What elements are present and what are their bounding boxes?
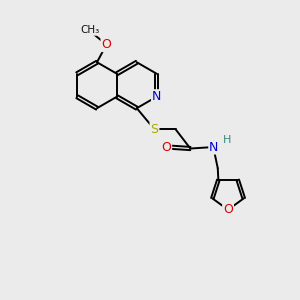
Text: O: O	[161, 141, 171, 154]
Text: O: O	[223, 203, 233, 216]
Text: O: O	[101, 38, 111, 51]
Text: N: N	[209, 141, 219, 154]
Text: N: N	[152, 90, 161, 103]
Text: H: H	[222, 135, 231, 145]
Text: S: S	[150, 123, 158, 136]
Text: CH₃: CH₃	[81, 25, 100, 35]
